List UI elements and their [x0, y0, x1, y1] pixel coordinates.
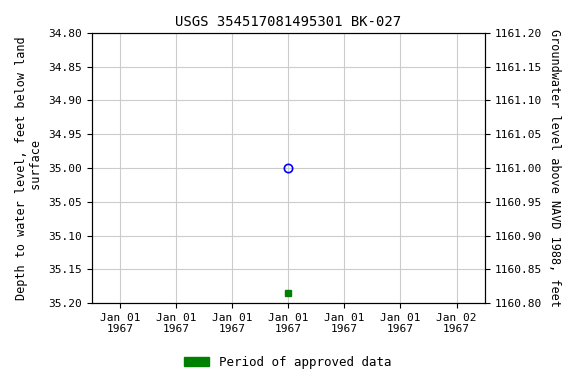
Y-axis label: Depth to water level, feet below land
 surface: Depth to water level, feet below land su… — [15, 36, 43, 300]
Title: USGS 354517081495301 BK-027: USGS 354517081495301 BK-027 — [175, 15, 401, 29]
Legend: Period of approved data: Period of approved data — [179, 351, 397, 374]
Y-axis label: Groundwater level above NAVD 1988, feet: Groundwater level above NAVD 1988, feet — [548, 29, 561, 307]
